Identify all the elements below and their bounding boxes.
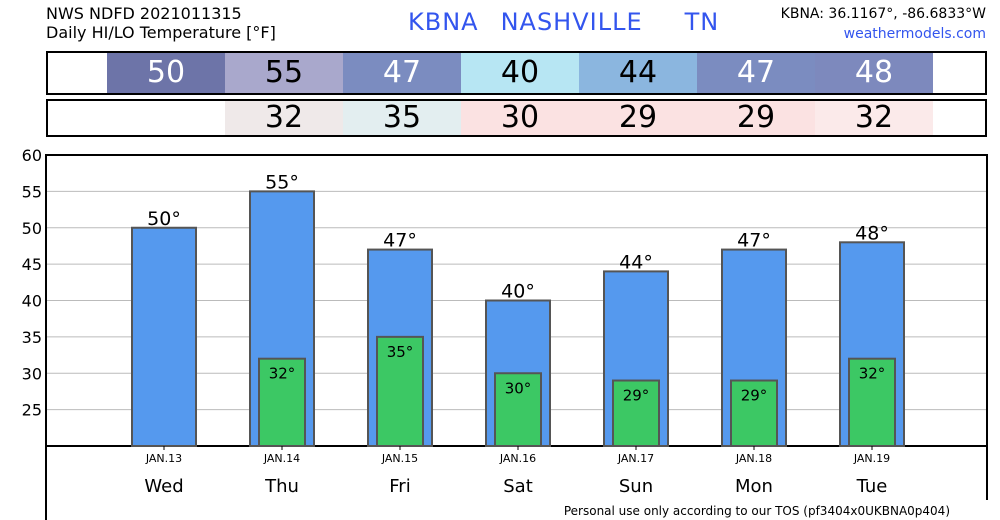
header-right: KBNA: 36.1167°, -86.6833°W weathermodels… xyxy=(781,4,986,44)
hi-temp-label: 47° xyxy=(383,230,417,252)
hi-temp-label: 40° xyxy=(501,281,535,303)
lo-temp-cell: 32 xyxy=(225,101,343,135)
hi-temp-label: 44° xyxy=(619,251,653,273)
y-tick-label: 35 xyxy=(22,328,42,347)
hi-temp-cell: 47 xyxy=(697,53,815,93)
site-link[interactable]: weathermodels.com xyxy=(843,26,986,42)
x-day-label: Tue xyxy=(856,476,888,497)
hi-temp-cell: 55 xyxy=(225,53,343,93)
lo-temp-bar xyxy=(730,379,778,447)
x-day-label: Thu xyxy=(264,476,299,497)
model-run-label: NWS NDFD 2021011315 xyxy=(46,4,242,23)
hi-temp-label: 48° xyxy=(855,222,889,244)
lo-temp-bar xyxy=(612,379,660,447)
hi-temp-cell: 40 xyxy=(461,53,579,93)
y-tick-label: 45 xyxy=(22,255,42,274)
hi-temp-cell: 47 xyxy=(343,53,461,93)
x-day-label: Sun xyxy=(619,476,653,497)
lo-temp-cell: 30 xyxy=(461,101,579,135)
y-tick-label: 60 xyxy=(22,146,42,165)
x-date-label: JAN.16 xyxy=(499,452,536,465)
lo-temp-bar xyxy=(376,335,424,447)
y-tick-label: 25 xyxy=(22,401,42,420)
hi-temp-bar xyxy=(131,226,197,447)
x-date-label: JAN.17 xyxy=(617,452,654,465)
hi-temp-cell: 44 xyxy=(579,53,697,93)
y-tick-label: 55 xyxy=(22,182,42,201)
x-date-label: JAN.19 xyxy=(853,452,890,465)
lo-temp-label: 29° xyxy=(741,387,768,405)
lo-temp-label: 32° xyxy=(859,365,886,383)
x-day-label: Fri xyxy=(389,476,410,497)
hi-temp-label: 50° xyxy=(147,208,181,230)
x-day-label: Sat xyxy=(503,476,533,497)
lo-temp-cell: 29 xyxy=(579,101,697,135)
lo-temp-bar xyxy=(848,357,896,448)
footer-note: Personal use only according to our TOS (… xyxy=(563,504,950,518)
hi-temp-label: 47° xyxy=(737,230,771,252)
location-title: KBNA NASHVILLE TN xyxy=(408,8,741,36)
x-day-label: Mon xyxy=(735,476,773,497)
city-name: NASHVILLE xyxy=(500,8,643,36)
lo-temp-cell xyxy=(107,101,225,135)
x-date-label: JAN.15 xyxy=(381,452,418,465)
lo-temp-cell: 32 xyxy=(815,101,933,135)
x-date-label: JAN.14 xyxy=(263,452,300,465)
state-code: TN xyxy=(684,8,720,36)
y-tick-label: 30 xyxy=(22,364,42,383)
x-day-label: Wed xyxy=(144,476,183,497)
hi-temp-cell: 48 xyxy=(815,53,933,93)
lo-temp-row: 32 35 30 29 29 32 xyxy=(46,99,987,137)
y-tick-label: 40 xyxy=(22,292,42,311)
lo-temp-label: 29° xyxy=(623,387,650,405)
station-id: KBNA xyxy=(408,8,479,36)
x-date-label: JAN.13 xyxy=(145,452,182,465)
hi-temp-row: 50 55 47 40 44 47 48 xyxy=(46,51,987,95)
lo-temp-cell: 29 xyxy=(697,101,815,135)
x-date-label: JAN.18 xyxy=(735,452,772,465)
product-label: Daily HI/LO Temperature [°F] xyxy=(46,23,276,42)
header-left: NWS NDFD 2021011315 Daily HI/LO Temperat… xyxy=(46,4,276,42)
lo-temp-cell: 35 xyxy=(343,101,461,135)
lo-temp-label: 35° xyxy=(387,343,414,361)
lo-temp-label: 32° xyxy=(269,365,296,383)
hi-temp-cell: 50 xyxy=(107,53,225,93)
coordinates: KBNA: 36.1167°, -86.6833°W xyxy=(780,6,986,22)
hi-temp-label: 55° xyxy=(265,171,299,193)
lo-temp-label: 30° xyxy=(505,379,532,397)
y-tick-label: 50 xyxy=(22,219,42,238)
